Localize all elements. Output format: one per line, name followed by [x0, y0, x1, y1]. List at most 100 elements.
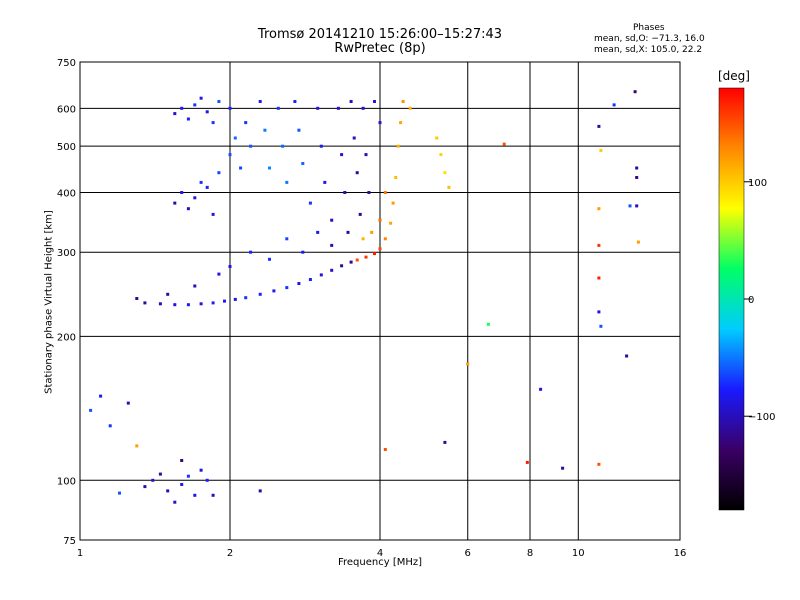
scatter-point: [135, 444, 139, 448]
x-axis-label: Frequency [MHz]: [337, 557, 423, 568]
scatter-point: [263, 128, 267, 132]
x-tick-label: 8: [527, 548, 533, 559]
scatter-point: [249, 144, 253, 148]
y-tick-labels: 75 100 200 300 400 500 600 750: [57, 58, 76, 547]
scatter-point: [391, 201, 395, 205]
y-tick-label: 100: [57, 476, 76, 487]
scatter-point: [323, 180, 327, 184]
scatter-point: [249, 250, 253, 254]
scatter-point: [389, 221, 393, 225]
scatter-point: [486, 322, 490, 326]
scatter-point: [126, 401, 130, 405]
scatter-point: [217, 100, 221, 103]
scatter-point: [539, 387, 543, 391]
scatter-point: [173, 303, 177, 307]
colorbar-tick-label: −100: [748, 412, 775, 423]
scatter-point: [383, 448, 387, 451]
scatter-point: [228, 265, 232, 268]
scatter-point: [394, 176, 398, 179]
scatter-point: [268, 257, 271, 261]
scatter-point: [443, 171, 447, 175]
scatter-point: [211, 212, 215, 216]
scatter-point: [633, 90, 637, 94]
y-tick-label: 300: [57, 248, 76, 259]
scatter-point: [370, 230, 374, 234]
scatter-point: [349, 260, 353, 264]
scatter-point: [186, 303, 190, 307]
scatter-point: [186, 117, 190, 121]
scatter-point: [199, 96, 203, 100]
scatter-point: [612, 103, 616, 107]
scatter-point: [443, 440, 447, 444]
scatter-point: [399, 121, 403, 125]
scatter-point: [143, 301, 147, 305]
scatter-point: [211, 121, 215, 125]
scatter-point: [361, 237, 365, 241]
scatter-point: [173, 201, 177, 205]
scatter-point: [217, 272, 221, 276]
scatter-point: [439, 153, 443, 157]
chart-title-line2: RwPretec (8p): [334, 41, 426, 56]
scatter-point: [297, 128, 301, 132]
colorbar-ticks: 100 0 −100: [744, 178, 775, 423]
scatter-point: [239, 166, 243, 170]
chart-title-line1: Tromsø 20141210 15:26:00–15:27:43: [257, 27, 503, 42]
scatter-point: [193, 103, 197, 107]
scatter-point: [373, 100, 376, 103]
scatter-point: [373, 252, 376, 256]
phase-stats-x: mean, sd,X: 105.0, 22.2: [594, 45, 703, 55]
scatter-point: [186, 207, 190, 211]
scatter-point: [635, 204, 639, 208]
scatter-point: [340, 153, 344, 157]
scatter-point: [173, 500, 177, 504]
scatter-point: [561, 466, 565, 470]
scatter-point: [378, 247, 382, 251]
x-tick-label: 6: [465, 548, 471, 559]
scatter-point: [383, 237, 387, 241]
x-tick-label: 16: [674, 548, 687, 559]
scatter-point: [244, 296, 248, 300]
colorbar-tick-label: 100: [748, 178, 767, 189]
scatter-point: [346, 230, 350, 234]
y-tick-label: 750: [57, 58, 76, 69]
scatter-point: [330, 243, 334, 247]
scatter-point: [180, 459, 184, 462]
scatter-point: [233, 297, 237, 301]
scatter-point: [233, 136, 237, 140]
scatter-point: [143, 485, 147, 489]
scatter-point: [330, 218, 334, 222]
scatter-point: [349, 100, 353, 103]
scatter-point: [525, 460, 529, 464]
scatter-point: [597, 462, 601, 466]
scatter-point: [166, 489, 170, 493]
scatter-point: [355, 171, 359, 175]
phase-colorbar: [718, 87, 745, 511]
scatter-point: [367, 191, 371, 194]
scatter-point: [597, 124, 601, 128]
scatter-point: [364, 255, 368, 259]
scatter-point: [272, 289, 276, 293]
y-tick-label: 600: [57, 104, 76, 115]
scatter-point: [180, 191, 184, 194]
scatter-point: [383, 191, 387, 194]
scatter-point: [319, 273, 323, 277]
scatter-point: [361, 106, 365, 110]
scatter-point: [211, 301, 215, 305]
plot-frame: [79, 61, 681, 541]
scatter-point: [301, 162, 305, 165]
scatter-point: [285, 180, 289, 184]
y-tick-label: 500: [57, 142, 76, 153]
scatter-point: [597, 243, 601, 247]
scatter-point: [258, 489, 262, 493]
scatter-point: [408, 106, 412, 110]
plot-grid: [80, 62, 680, 540]
scatter-point: [597, 310, 601, 314]
x-tick-label: 1: [77, 548, 83, 559]
scatter-point: [158, 302, 162, 306]
scatter-point: [199, 302, 203, 306]
scatter-point: [466, 362, 470, 366]
scatter-point: [358, 212, 362, 216]
scatter-point: [193, 284, 197, 288]
scatter-point: [99, 394, 103, 398]
scatter-point: [597, 276, 601, 280]
